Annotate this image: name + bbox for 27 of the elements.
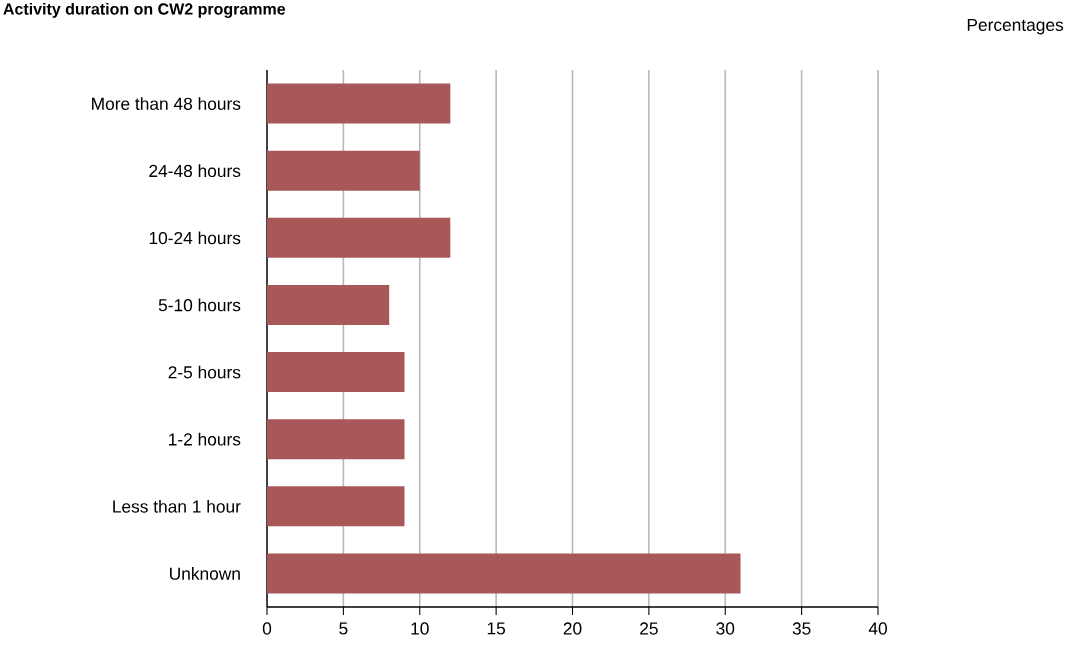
y-tick-label: 24-48 hours (149, 164, 241, 178)
bar (267, 150, 420, 191)
y-tick-label: Less than 1 hour (113, 499, 241, 513)
bar (267, 284, 390, 325)
y-tick-label: 2-5 hours (168, 365, 241, 379)
x-tick-label: 20 (563, 622, 582, 635)
chart-title: Activity duration on CW2 programme (3, 2, 286, 18)
x-tick-label: 35 (792, 622, 811, 635)
y-tick-label: More than 48 hours (92, 97, 241, 110)
y-tick-label: Unknown (170, 567, 240, 580)
x-tick-label: 40 (868, 622, 887, 635)
y-tick-label: 5-10 hours (158, 298, 241, 312)
bar (267, 352, 405, 393)
text: Percentages (967, 18, 1064, 35)
x-tick-label: 10 (411, 622, 429, 635)
y-tick-label: 10-24 hours (149, 231, 241, 245)
x-tick-label: 25 (640, 622, 658, 635)
x-tick-label: 5 (339, 622, 348, 635)
bar (267, 419, 405, 460)
bar (267, 486, 405, 527)
bar (267, 83, 451, 124)
x-tick-label: 15 (487, 622, 506, 635)
bar (267, 217, 451, 258)
bar (267, 553, 741, 594)
x-tick-label: 0 (262, 622, 272, 635)
y-tick-label: 1-2 hours (169, 432, 241, 446)
x-tick-label: 30 (716, 622, 735, 635)
